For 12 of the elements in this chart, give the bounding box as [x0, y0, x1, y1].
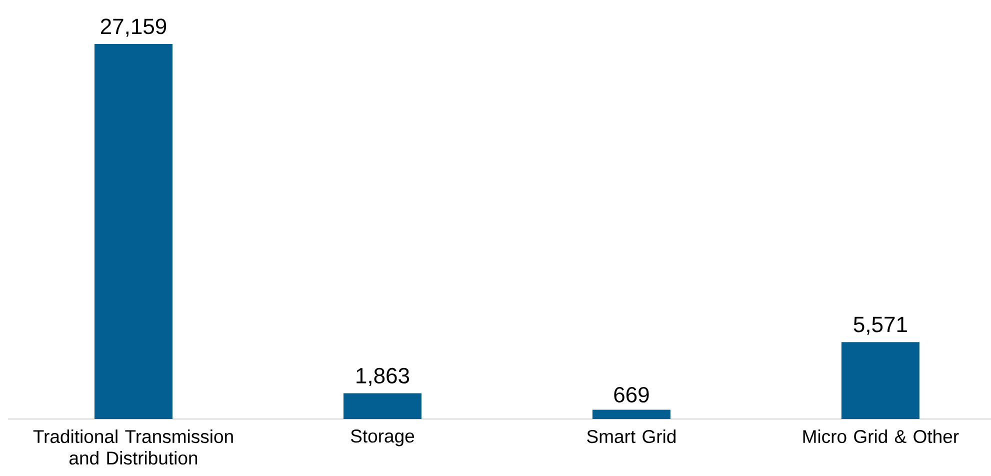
- data-label: 669: [614, 386, 649, 403]
- x-tick-label: Traditional Transmission and Distribution: [33, 430, 233, 465]
- data-label: 5,571: [854, 316, 907, 335]
- bar: [592, 410, 670, 419]
- bar: [841, 342, 920, 419]
- x-tick-label: Micro Grid & Other: [803, 430, 959, 444]
- x-tick-label: Smart Grid: [587, 430, 676, 444]
- bar: [94, 44, 172, 419]
- data-label: 27,159: [100, 18, 166, 37]
- x-tick-label: Storage: [350, 430, 414, 446]
- bar: [343, 393, 422, 419]
- data-label: 1,863: [356, 368, 410, 386]
